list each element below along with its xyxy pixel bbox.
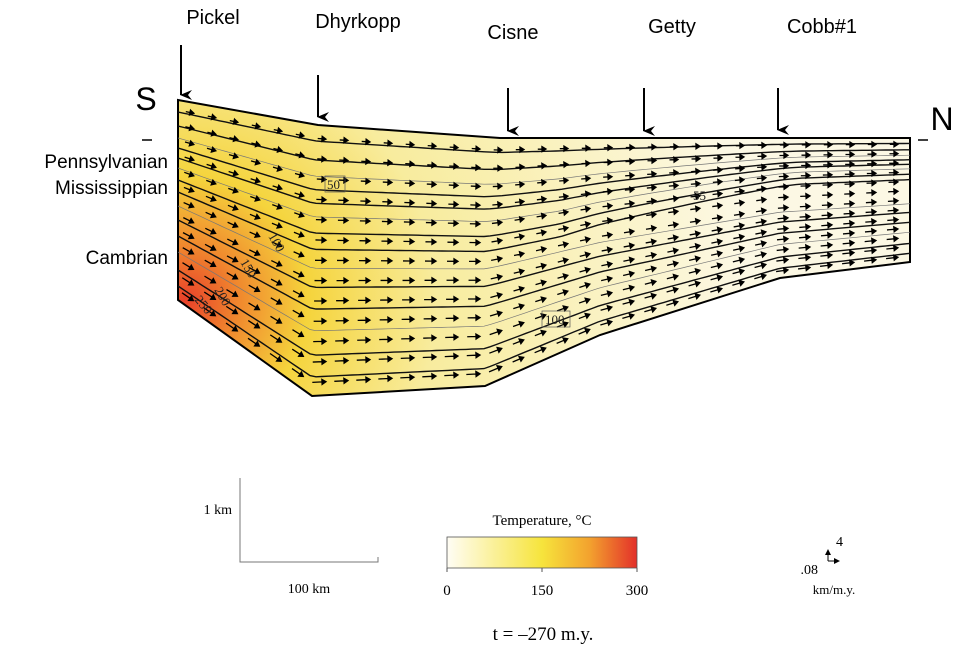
colorbar-tick-label: 300 xyxy=(626,583,649,599)
unit-label: Pennsylvanian xyxy=(44,152,168,173)
direction-label: N xyxy=(930,101,953,137)
contour-label: 50 xyxy=(327,177,340,192)
velocity-key-label: .08 xyxy=(801,563,819,578)
unit-label: Cambrian xyxy=(86,248,168,269)
velocity-key-unit: km/m.y. xyxy=(813,582,856,597)
well-label: Cobb#1 xyxy=(787,16,857,38)
colorbar xyxy=(447,537,637,568)
contour-label: 55 xyxy=(693,188,706,203)
colorbar-title: Temperature, °C xyxy=(492,513,591,529)
cross-section xyxy=(178,100,910,396)
velocity-key-label: 4 xyxy=(836,535,843,550)
scale-label: 1 km xyxy=(204,503,233,518)
unit-label: Mississippian xyxy=(55,178,168,199)
time-label: t = –270 m.y. xyxy=(493,624,594,645)
well-label: Cisne xyxy=(487,22,538,44)
scale-bar xyxy=(240,478,378,562)
well-label: Getty xyxy=(648,16,696,38)
colorbar-tick-label: 150 xyxy=(531,583,554,599)
figure: Pickel Dhyrkopp Cisne Getty Cobb#1 S N P… xyxy=(0,0,956,648)
direction-label: S xyxy=(135,81,156,117)
velocity-key-heads xyxy=(825,549,840,564)
scale-label: 100 km xyxy=(288,582,331,597)
well-label: Dhyrkopp xyxy=(315,11,401,33)
contour-label: 100 xyxy=(545,312,565,327)
well-label: Pickel xyxy=(186,7,239,29)
colorbar-tick-label: 0 xyxy=(443,583,451,599)
